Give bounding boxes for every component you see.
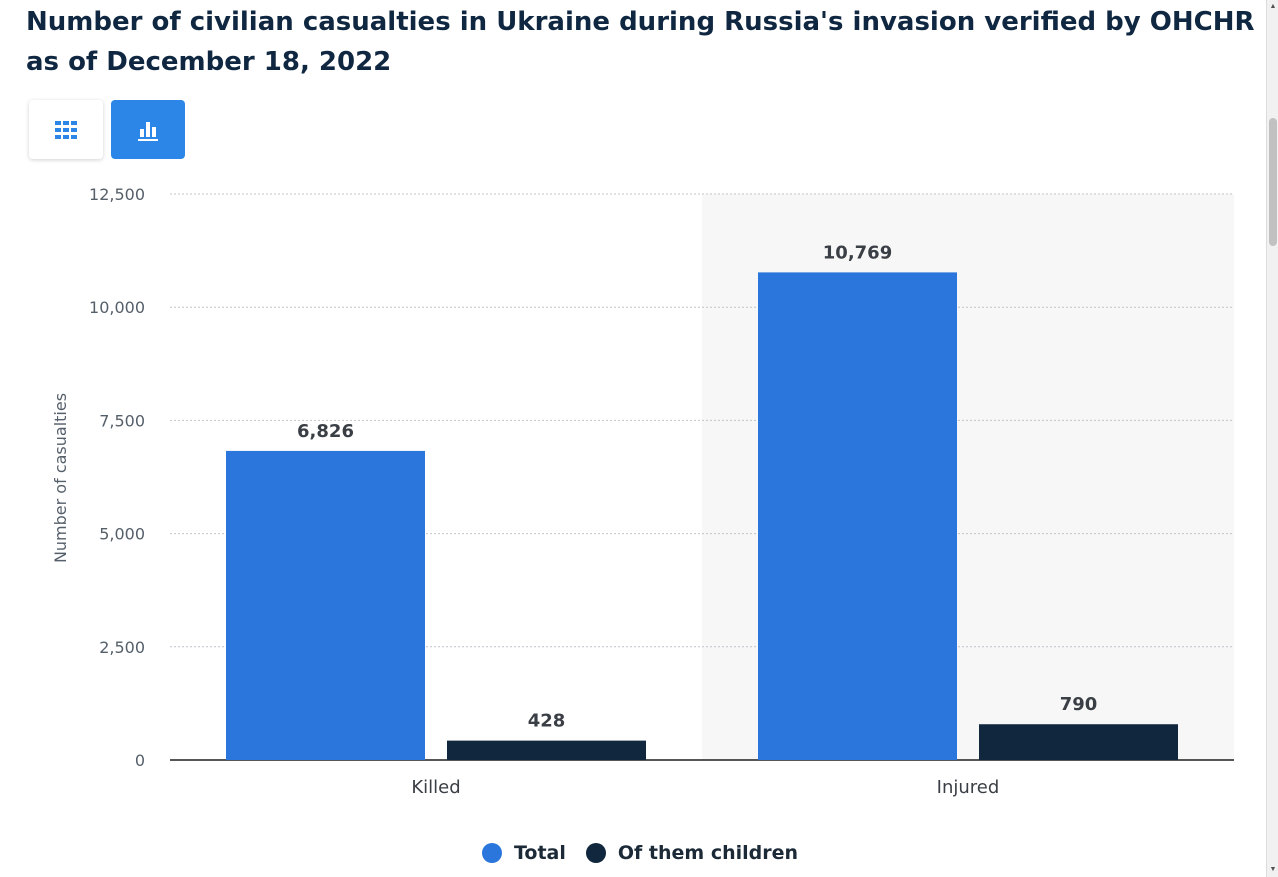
scroll-down-icon[interactable]: ▼ — [1269, 866, 1277, 873]
legend: Total Of them children — [0, 842, 1278, 864]
y-axis-label: Number of casualties — [51, 393, 70, 563]
y-tick-label: 2,500 — [99, 638, 145, 657]
x-tick-label: Injured — [937, 777, 1000, 798]
data-label: 10,769 — [823, 242, 892, 263]
bar-chart-icon — [138, 121, 158, 141]
data-label: 6,826 — [297, 421, 354, 442]
legend-marker — [481, 843, 502, 863]
bar-total-killed[interactable] — [226, 450, 425, 760]
grid-icon — [55, 120, 77, 139]
legend-item-children[interactable]: Of them children — [585, 842, 799, 864]
bar-children-injured[interactable] — [979, 724, 1178, 760]
scrollbar[interactable]: ▲ ▼ — [1266, 0, 1278, 877]
scroll-thumb[interactable] — [1269, 118, 1277, 246]
legend-label: Of them children — [617, 842, 799, 864]
table-view-button[interactable] — [29, 100, 103, 159]
data-label: 428 — [528, 711, 566, 732]
x-tick-label: Killed — [411, 777, 460, 798]
y-tick-label: 7,500 — [99, 411, 145, 430]
y-tick-label: 12,500 — [89, 185, 145, 204]
legend-label: Total — [513, 842, 566, 864]
bar-children-killed[interactable] — [447, 740, 646, 760]
y-tick-label: 10,000 — [89, 298, 145, 317]
y-tick-label: 5,000 — [99, 525, 145, 544]
data-label: 790 — [1060, 694, 1098, 715]
legend-item-total[interactable]: Total — [481, 842, 566, 864]
bar-chart: 0 2,500 5,000 7,500 10,000 12,500 Killed Injur… — [51, 185, 1234, 798]
legend-marker — [585, 843, 606, 863]
bar-total-injured[interactable] — [758, 272, 957, 760]
y-tick-label: 0 — [135, 751, 145, 770]
scroll-up-icon[interactable]: ▲ — [1269, 3, 1277, 10]
chart-view-button[interactable] — [111, 100, 185, 159]
chart-title: Number of civilian casualties in Ukraine… — [26, 7, 1255, 77]
